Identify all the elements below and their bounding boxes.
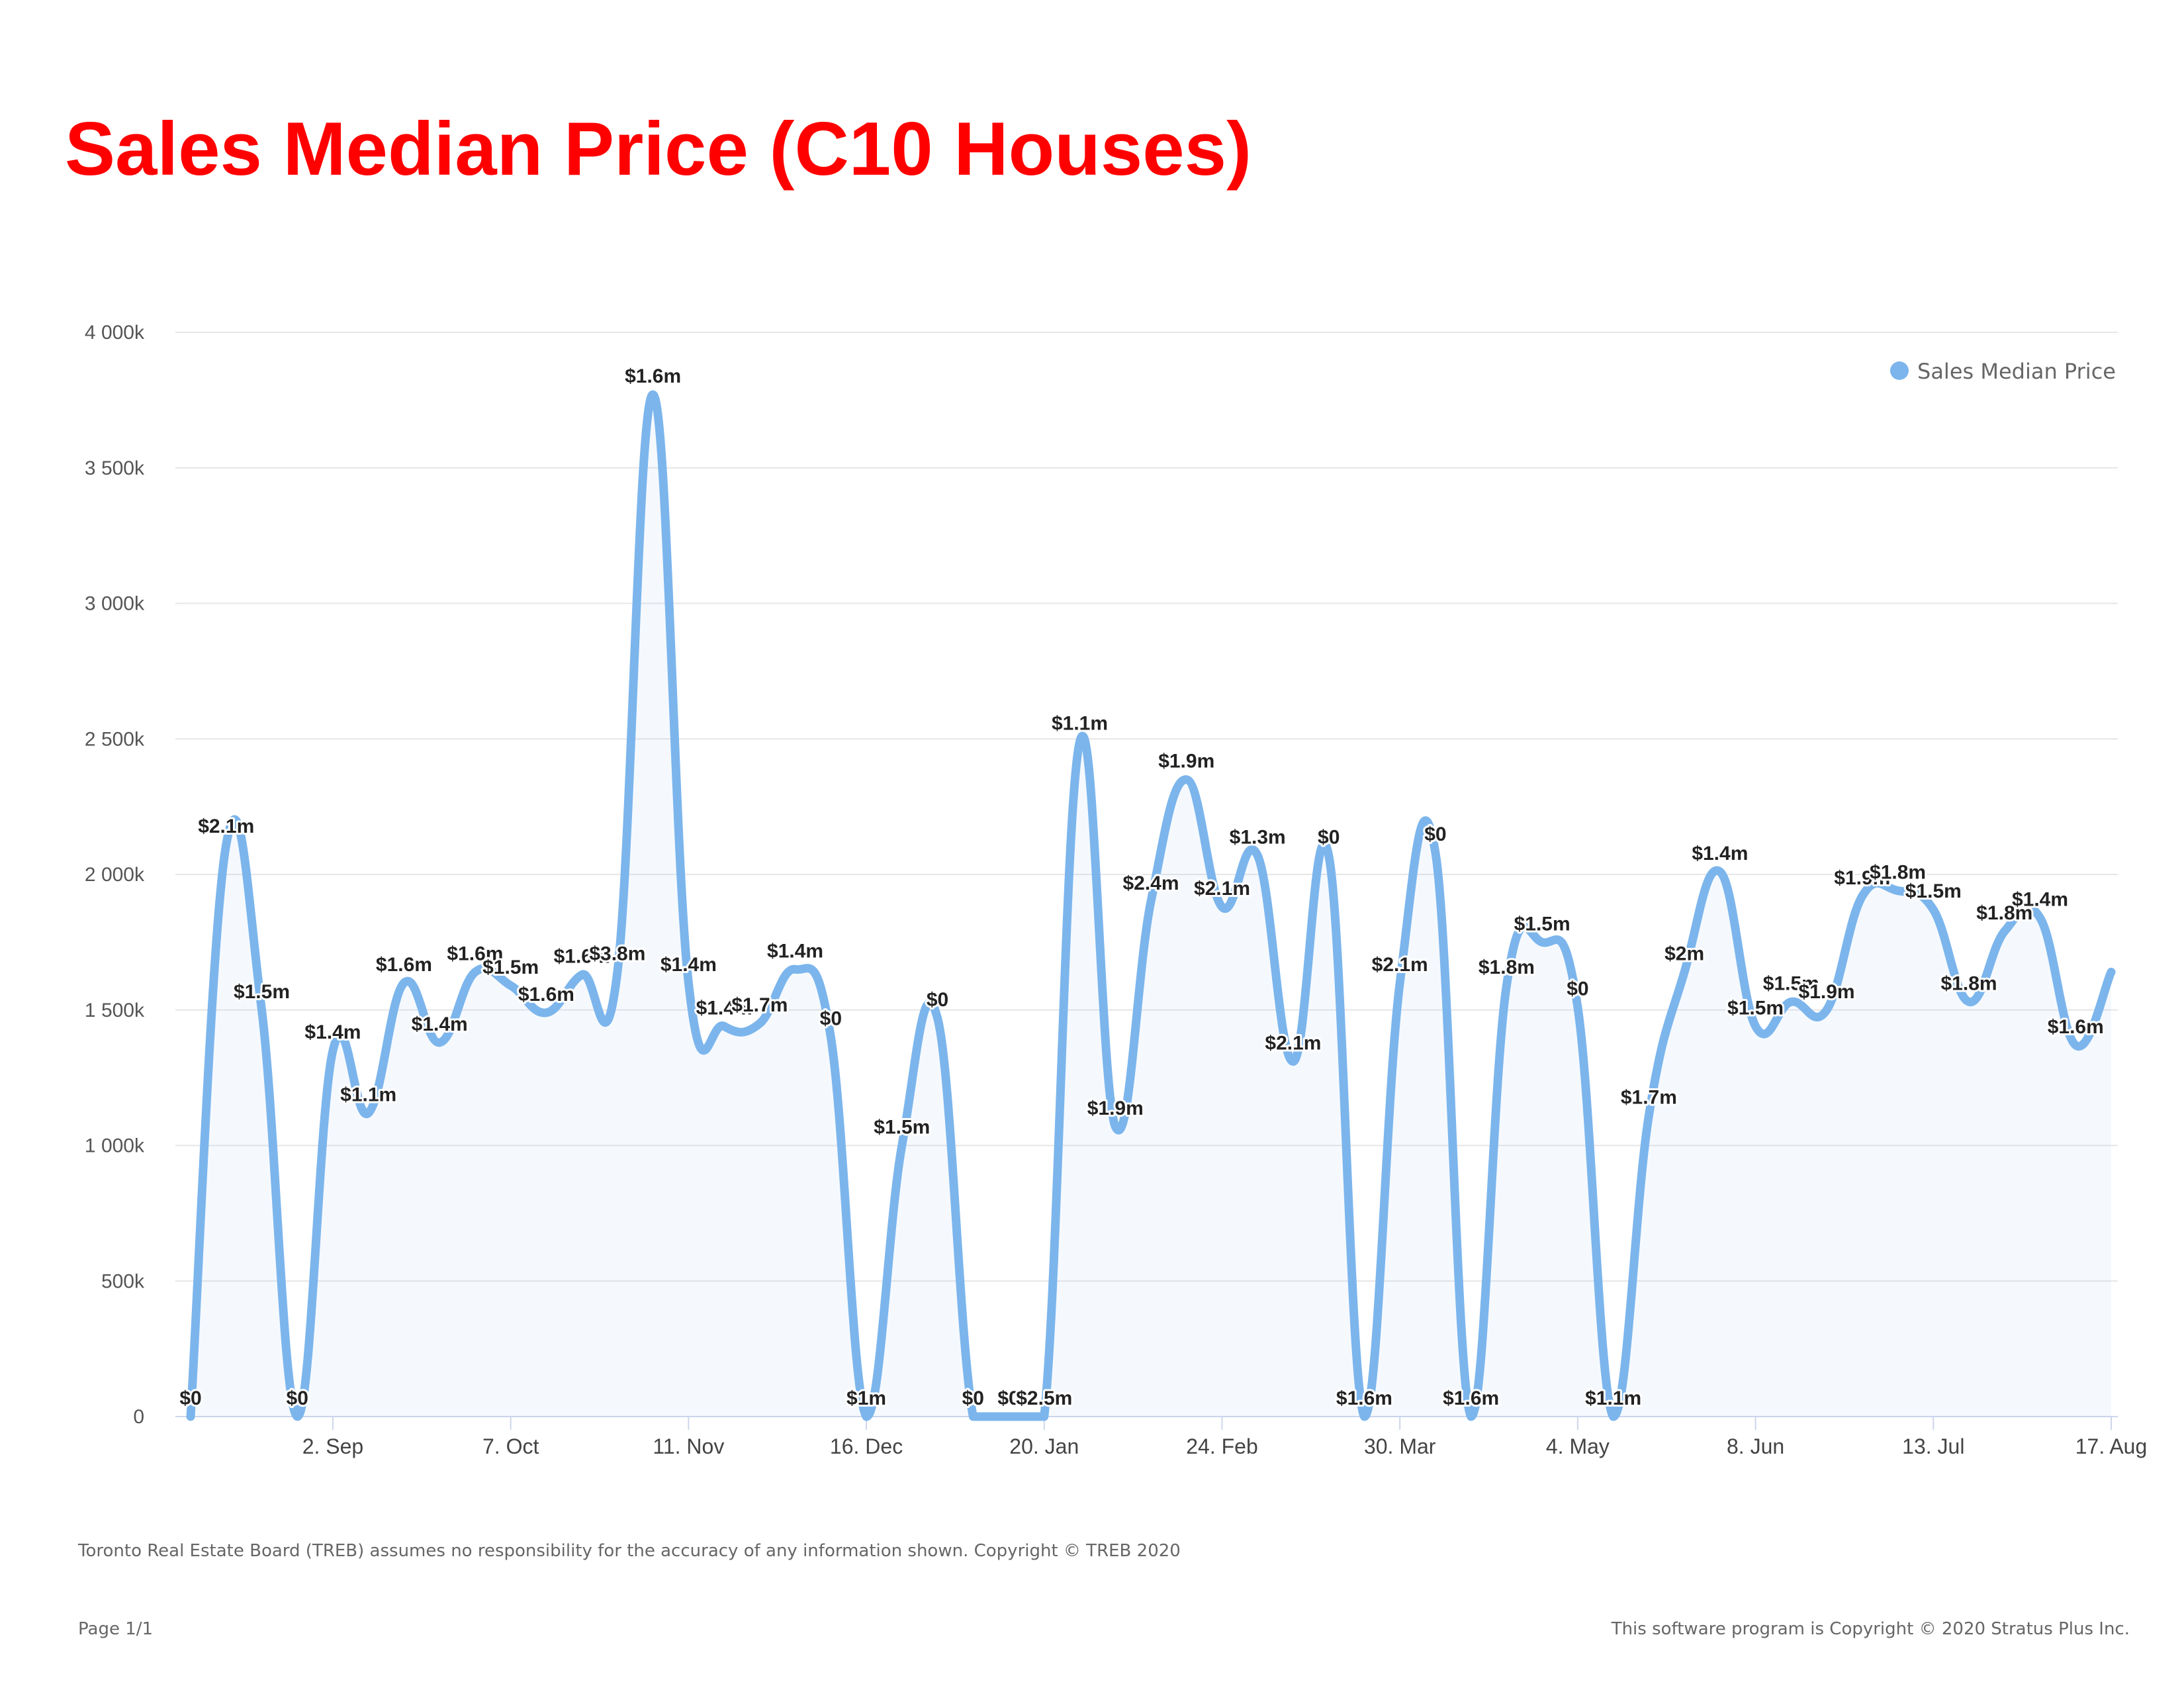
data-labels: $0$2.1m$1.5m$0$1.4m$1.1m$1.6m$1.4m$1.6m$…: [177, 363, 2105, 1411]
data-label: $1.6m: [447, 943, 503, 964]
data-label: $1.7m: [731, 994, 788, 1016]
data-label: $1.4m: [304, 1021, 361, 1043]
data-label: $1.5m: [1905, 880, 1962, 902]
data-label: $0: [962, 1387, 984, 1409]
data-label: $1.1m: [1585, 1387, 1641, 1409]
y-tick-label: 3 500k: [85, 457, 145, 479]
y-tick-label: 3 000k: [85, 593, 145, 615]
data-label: $1.8m: [1940, 972, 1997, 994]
data-label: $1.6m: [625, 365, 681, 387]
x-tick-label: 8. Jun: [1727, 1434, 1784, 1458]
legend-marker-icon: [1890, 361, 1909, 380]
x-tick-label: 4. May: [1546, 1434, 1610, 1458]
data-label: $1.8m: [1870, 862, 1926, 884]
data-label: $1.5m: [1763, 972, 1819, 994]
y-tick-label: 4 000k: [85, 322, 145, 344]
legend[interactable]: Sales Median Price: [1890, 359, 2116, 384]
data-label: $1.4m: [660, 954, 717, 976]
data-label: $1.6m: [518, 984, 574, 1006]
data-label: $0: [997, 1387, 1019, 1409]
disclaimer-text: Toronto Real Estate Board (TREB) assumes…: [78, 1541, 1181, 1561]
data-label: $0: [820, 1008, 842, 1030]
x-tick-label: 11. Nov: [653, 1434, 724, 1458]
data-label: $0: [179, 1387, 201, 1409]
y-tick-label: 2 000k: [85, 864, 145, 886]
data-label: $1.6m: [376, 954, 432, 976]
data-label: $1.7m: [1621, 1086, 1677, 1108]
data-label: $1.6m: [2048, 1016, 2104, 1038]
data-label: $1.9m: [1834, 867, 1890, 889]
data-label: $0: [1318, 826, 1340, 848]
data-label: $1.5m: [1514, 913, 1570, 935]
data-label: $1.5m: [1727, 997, 1784, 1019]
data-label: $0: [1424, 823, 1446, 845]
data-label: $1.3m: [1230, 826, 1286, 848]
data-label: $2.1m: [1265, 1033, 1321, 1054]
data-label: $0: [927, 989, 948, 1011]
y-tick-label: 2 500k: [85, 728, 145, 750]
data-label: $3.8m: [589, 943, 645, 964]
data-label: $2.1m: [1194, 878, 1250, 900]
y-tick-label: 0: [133, 1406, 144, 1428]
data-label: $2.5m: [1016, 1387, 1072, 1409]
data-label: $1.1m: [1052, 712, 1108, 734]
y-axis-tick-labels: 0 500k 1 000k 1 500k 2 000k 2 500k 3 000k 3 500…: [85, 322, 145, 1428]
data-label: $1.6m: [1336, 1387, 1392, 1409]
data-label: $1.8m: [1479, 957, 1535, 978]
data-label: $1.4m: [696, 997, 752, 1019]
data-label: $1.1m: [340, 1084, 396, 1105]
page-number: Page 1/1: [78, 1619, 154, 1639]
data-label: $1.8m: [1976, 902, 2032, 924]
data-label: $2m: [1664, 943, 1704, 964]
x-tick-label: 7. Oct: [482, 1434, 539, 1458]
data-label: $0: [287, 1387, 308, 1409]
data-label: $1.4m: [412, 1013, 468, 1035]
x-tick-label: 20. Jan: [1009, 1434, 1079, 1458]
data-label: $1.9m: [1799, 981, 1855, 1003]
y-tick-label: 1 500k: [85, 1000, 145, 1021]
series-line: [186, 390, 2116, 1421]
legend-item-label[interactable]: Sales Median Price: [1917, 359, 2116, 384]
data-label: $1.5m: [482, 957, 539, 978]
data-label: $2.4m: [1122, 872, 1179, 894]
data-label: $1.4m: [2012, 889, 2068, 911]
data-label: $1.5m: [874, 1117, 930, 1139]
data-label: $1m: [846, 1387, 886, 1409]
y-tick-label: 500k: [101, 1270, 145, 1292]
x-axis: 2. Sep 7. Oct 11. Nov 16. Dec 20. Jan 24. Feb…: [175, 1416, 2148, 1458]
data-label: $1.9m: [1087, 1098, 1144, 1119]
page-title: Sales Median Price (C10 Houses): [65, 107, 1252, 191]
y-tick-label: 1 000k: [85, 1135, 145, 1157]
x-tick-label: 13. Jul: [1902, 1434, 1964, 1458]
x-tick-label: 16. Dec: [830, 1434, 903, 1458]
data-label: $2.1m: [198, 816, 254, 837]
data-label: $1.9m: [1158, 751, 1214, 773]
data-label: $0: [1567, 978, 1588, 1000]
data-label: $1.6m: [554, 946, 610, 968]
x-tick-label: 24. Feb: [1186, 1434, 1258, 1458]
data-label: $1.4m: [1692, 843, 1748, 865]
copyright-text: This software program is Copyright © 202…: [1611, 1619, 2130, 1639]
x-tick-label: 17. Aug: [2075, 1434, 2148, 1458]
data-label: $1.4m: [767, 940, 823, 962]
data-label: $2.1m: [1372, 954, 1428, 976]
x-tick-label: 2. Sep: [302, 1434, 364, 1458]
data-label: $1.6m: [1443, 1387, 1499, 1409]
x-tick-label: 30. Mar: [1364, 1434, 1436, 1458]
data-label: $1.5m: [234, 981, 290, 1003]
